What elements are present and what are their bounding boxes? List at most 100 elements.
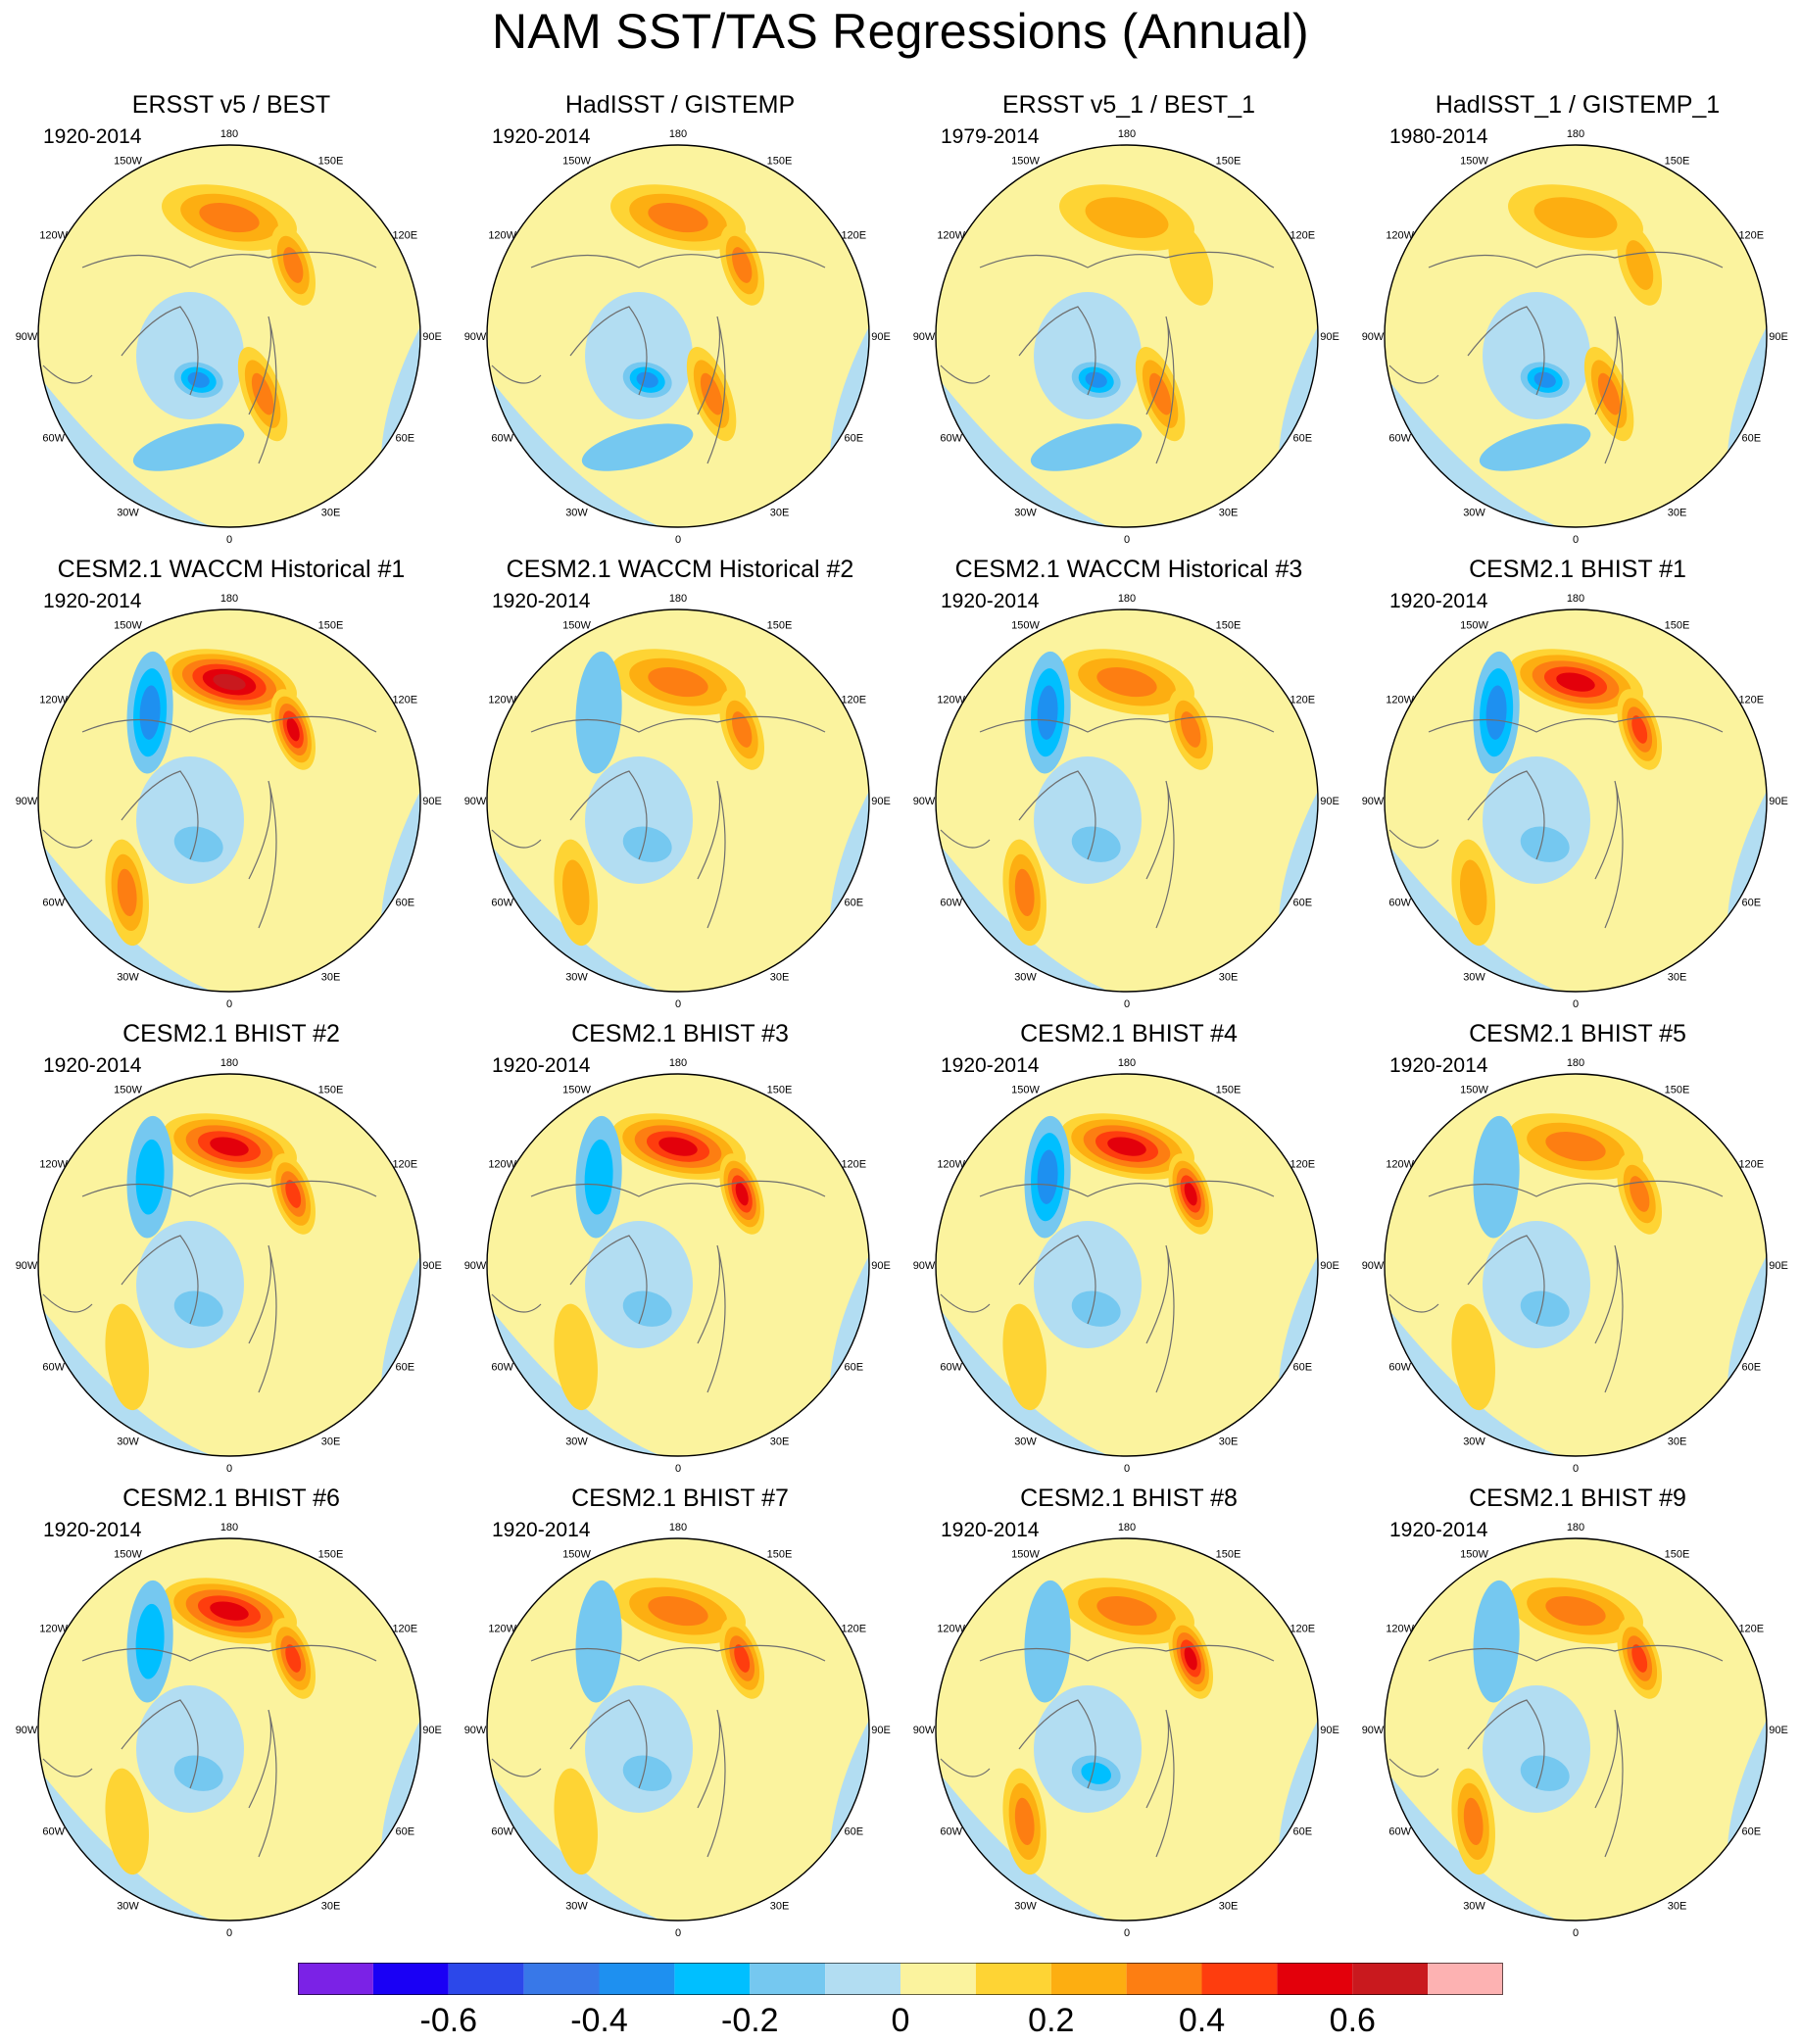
coastline [1145,780,1175,929]
panel-title: CESM2.1 WACCM Historical #3 [954,556,1303,583]
longitude-label: 90W [913,796,936,807]
field-contour-negative [136,756,244,884]
longitude-label: 30W [1014,507,1037,518]
anomaly-contour [648,203,708,233]
longitude-label: 120E [1290,1624,1315,1635]
polar-map: 180 150E 120E 90E 60E 30E 0 30W 60W 90W 120W 150W [1362,593,1788,1010]
longitude-label: 150W [1011,620,1040,632]
longitude-label: 90E [1320,1725,1339,1736]
coastline [979,251,1275,268]
longitude-label: 90W [1362,331,1385,343]
anomaly-contour [1556,672,1595,692]
coastline [42,365,93,384]
coastline [248,780,277,929]
map-boundary [486,144,870,528]
longitude-label: 0 [1124,534,1130,546]
field-contour-negative [1483,292,1590,419]
coastline [1018,770,1096,860]
longitude-label: 60W [1388,898,1411,909]
colorbar-tick-label: 0.6 [1330,2002,1376,2036]
longitude-label: 120W [937,230,965,242]
longitude-label: 30W [565,971,588,983]
longitude-label: 30E [1668,1900,1687,1912]
field-contour-negative [585,1685,693,1813]
anomaly-contour [1533,197,1618,238]
anomaly-contour [575,1580,622,1703]
colorbar-tick-label: 0 [892,2002,910,2036]
longitude-label: 150E [1665,620,1690,632]
anomaly-contour [1085,197,1169,238]
longitude-label: 120W [488,1624,516,1635]
longitude-label: 150E [1665,1549,1690,1561]
longitude-label: 60E [1742,898,1762,909]
anomaly-contour [135,1603,165,1679]
polar-map: 180 150E 120E 90E 60E 30E 0 30W 60W 90W 120W 150W [1362,1057,1788,1475]
anomaly-contour [1085,371,1107,388]
anomaly-contour [561,859,590,926]
anomaly-contour [173,1290,223,1327]
anomaly-contour [1631,715,1648,744]
longitude-label: 120E [1738,230,1764,242]
coastline [1018,1235,1096,1325]
longitude-label: 150W [562,1549,591,1561]
anomaly-contour [213,673,246,691]
longitude-label: 0 [226,1927,232,1939]
panel-title: CESM2.1 BHIST #6 [122,1484,340,1512]
coastline [1467,1699,1545,1789]
anomaly-contour [700,372,723,415]
longitude-label: 120E [392,1624,417,1635]
polar-map: 180 150E 120E 90E 60E 30E 0 30W 60W 90W 120W 150W [464,128,891,546]
map-panel: 180 150E 120E 90E 60E 30E 0 30W 60W 90W 120W 150W CE… [6,555,457,1015]
anomaly-contour [1545,1596,1606,1627]
longitude-label: 30E [770,1436,790,1447]
longitude-label: 60E [845,898,864,909]
longitude-label: 60E [1293,898,1313,909]
anomaly-contour [1451,1303,1495,1411]
coastline [121,1699,199,1789]
longitude-label: 60W [42,1826,65,1838]
coastline [697,316,726,464]
longitude-label: 150W [1460,1085,1488,1096]
coastline [1388,1758,1439,1777]
coastline [1594,1709,1624,1858]
polar-map: 180 150E 120E 90E 60E 30E 0 30W 60W 90W 120W 150W [1362,128,1788,546]
longitude-label: 180 [1567,1057,1584,1069]
polar-map: 180 150E 120E 90E 60E 30E 0 30W 60W 90W 120W 150W [16,1522,442,1939]
anomaly-contour [210,1137,249,1156]
longitude-label: 60W [940,1826,962,1838]
anomaly-contour [1096,1596,1157,1627]
longitude-label: 30W [565,1900,588,1912]
colorbar-swatch [448,1963,524,1995]
longitude-label: 90E [1769,331,1788,343]
anomaly-contour [1024,1580,1071,1703]
longitude-label: 120W [1386,230,1414,242]
longitude-label: 60W [940,898,962,909]
anomaly-contour [1473,1115,1520,1239]
longitude-label: 150E [1665,156,1690,168]
panel-period: 1980-2014 [1389,125,1488,148]
longitude-label: 180 [669,1057,687,1069]
longitude-label: 120W [39,1624,68,1635]
colorbar-swatch [523,1963,600,1995]
anomaly-contour [1184,1182,1197,1206]
longitude-label: 60E [396,898,415,909]
anomaly-contour [187,371,210,388]
map-boundary [1384,144,1768,528]
polar-map: 180 150E 120E 90E 60E 30E 0 30W 60W 90W 120W 150W [16,128,442,546]
longitude-label: 150W [114,1085,142,1096]
longitude-label: 30E [1668,971,1687,983]
longitude-label: 60W [1388,1362,1411,1374]
longitude-label: 30E [321,1900,341,1912]
longitude-label: 30W [117,1436,139,1447]
longitude-label: 0 [1124,998,1130,1010]
longitude-label: 120E [1290,695,1315,706]
anomaly-contour [251,372,274,415]
coastline [979,1644,1275,1662]
longitude-label: 30W [1463,1900,1485,1912]
field-contour-negative [1034,1221,1142,1348]
longitude-label: 30E [1219,1900,1239,1912]
longitude-label: 90W [464,796,487,807]
longitude-label: 60E [1293,433,1313,445]
longitude-label: 150W [114,156,142,168]
longitude-label: 30W [565,1436,588,1447]
